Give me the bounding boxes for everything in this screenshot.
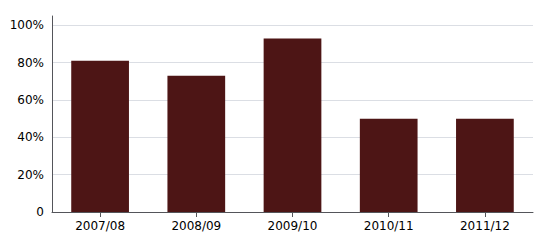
svg-text:40%: 40% <box>17 130 44 144</box>
svg-text:2007/08: 2007/08 <box>75 219 125 233</box>
svg-text:100%: 100% <box>10 18 44 32</box>
svg-text:80%: 80% <box>17 56 44 70</box>
svg-text:2008/09: 2008/09 <box>171 219 221 233</box>
svg-text:2011/12: 2011/12 <box>460 219 510 233</box>
svg-text:2010/11: 2010/11 <box>364 219 414 233</box>
svg-text:20%: 20% <box>17 168 44 182</box>
svg-text:2009/10: 2009/10 <box>268 219 318 233</box>
svg-text:60%: 60% <box>17 93 44 107</box>
svg-text:0: 0 <box>36 205 44 219</box>
